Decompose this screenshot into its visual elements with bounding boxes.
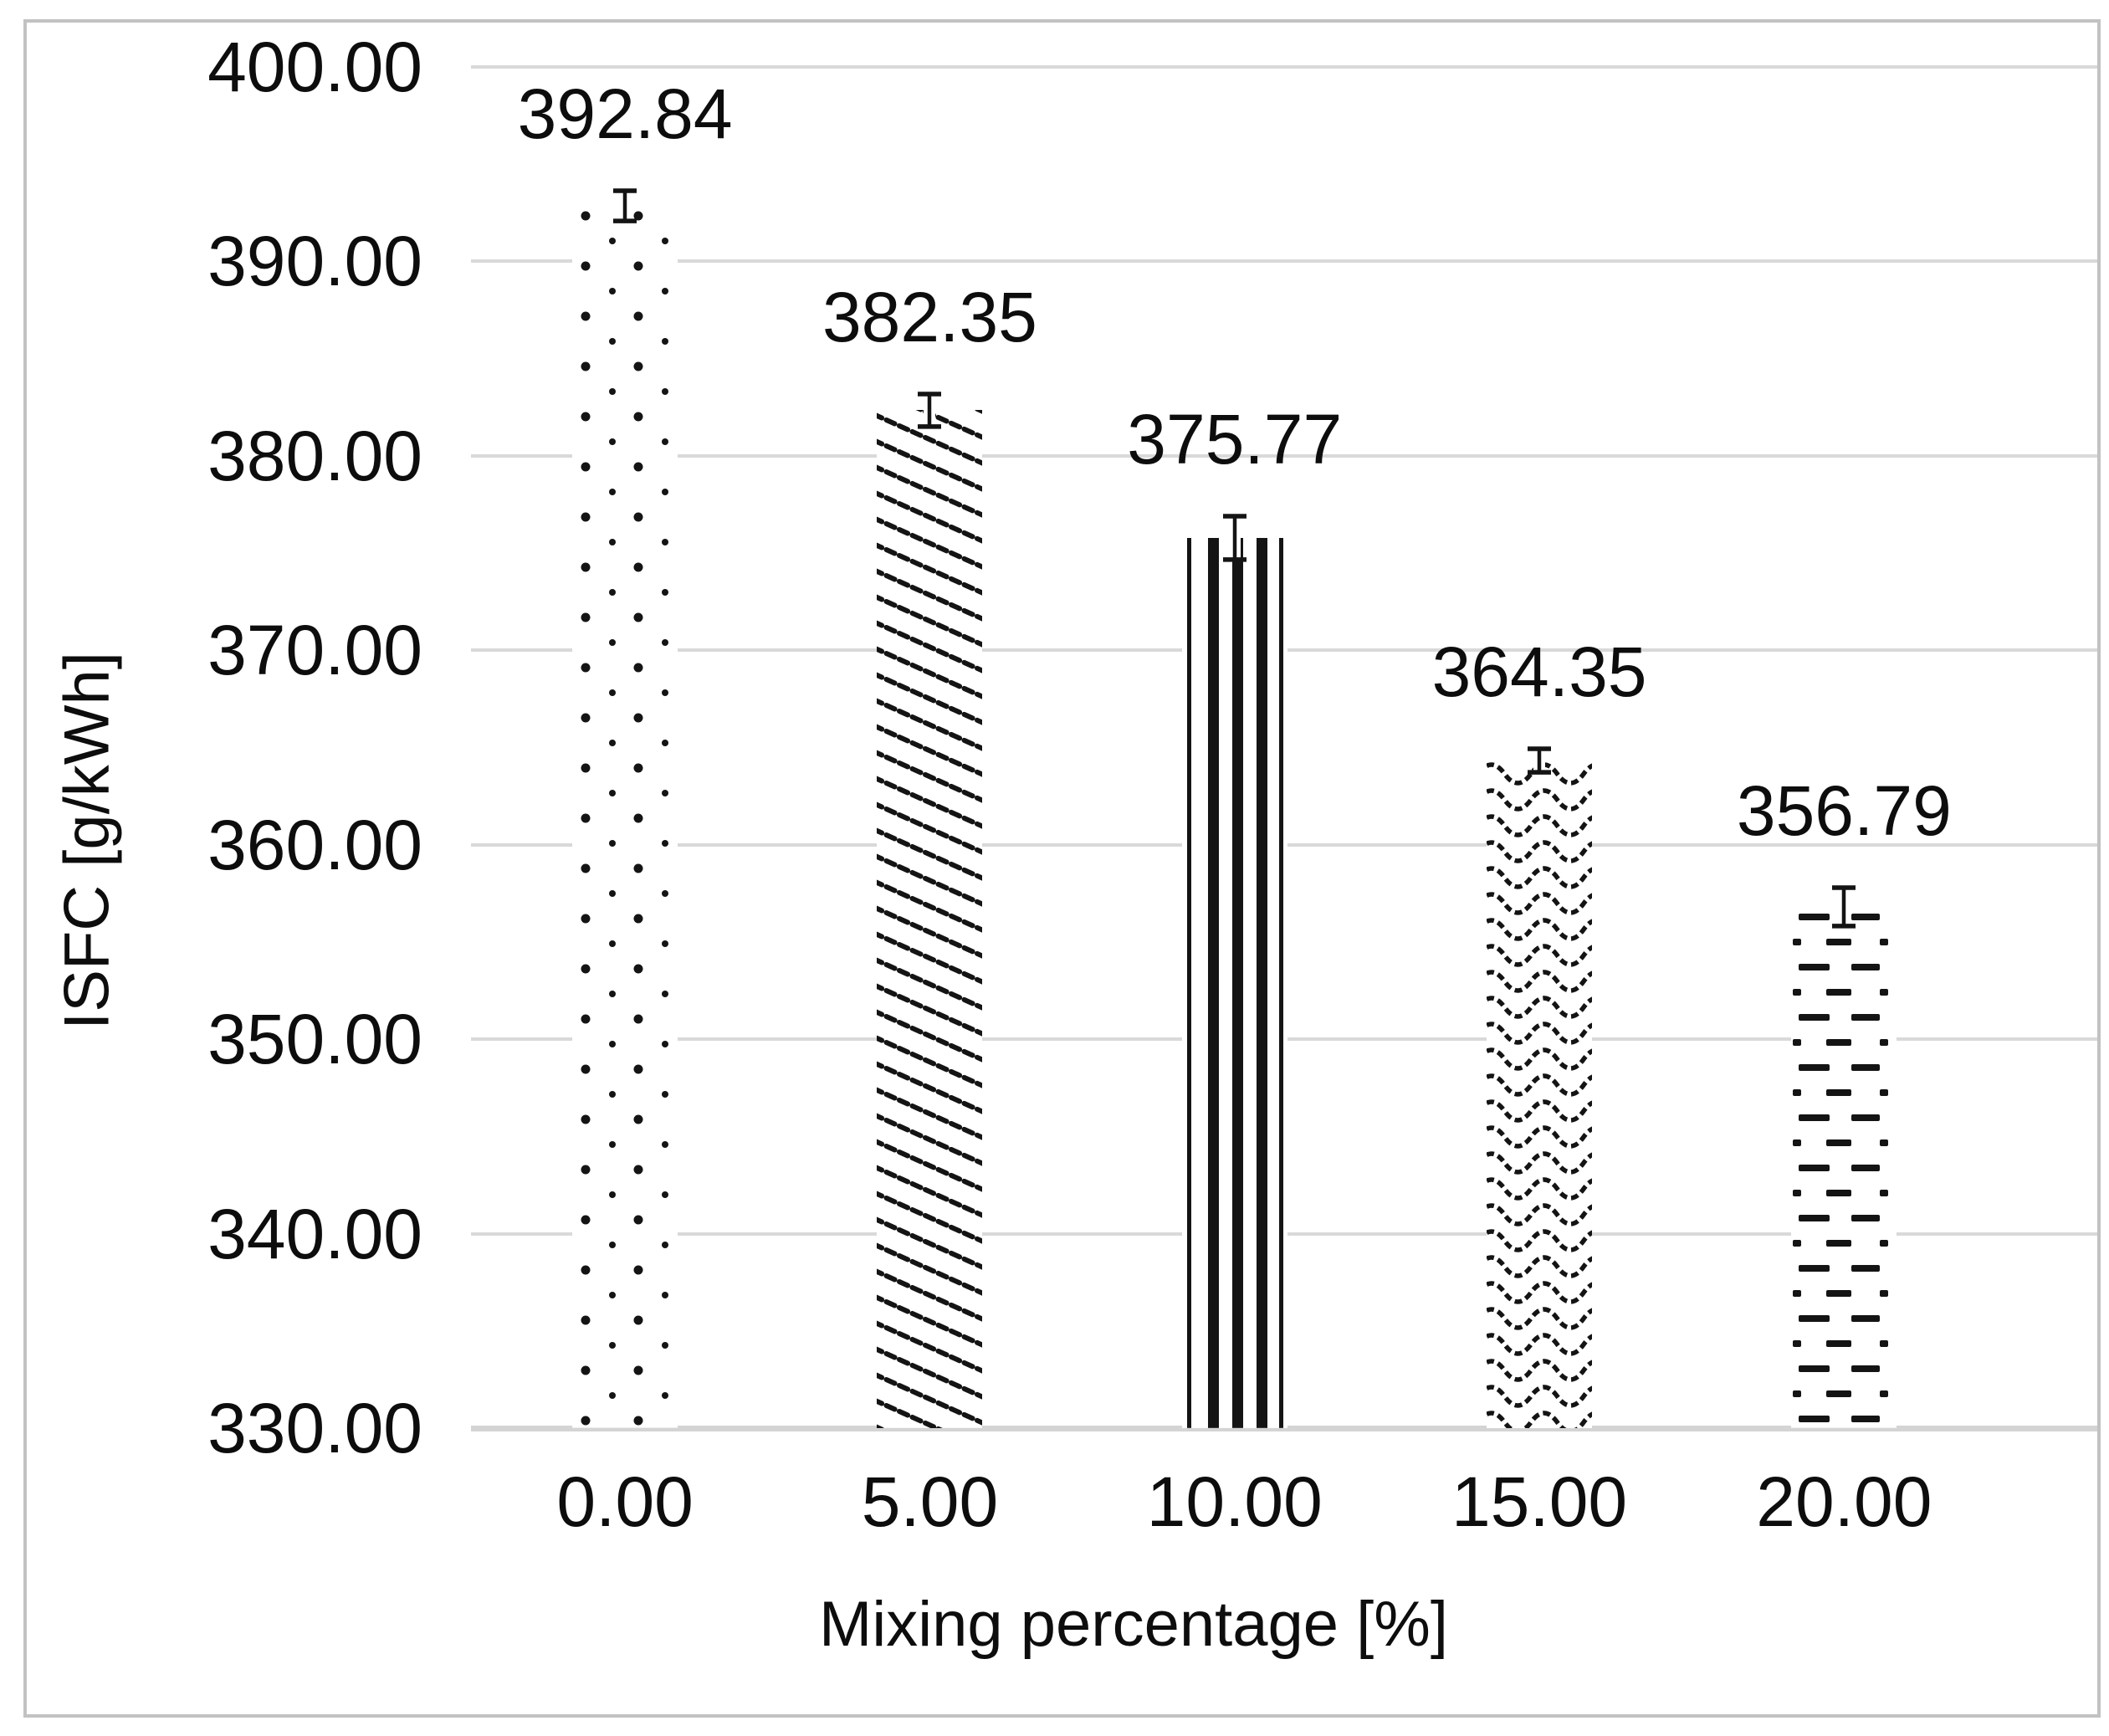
error-bar-glyph xyxy=(1222,514,1246,562)
bar-pattern-waves xyxy=(1476,760,1639,1434)
error-bar xyxy=(605,187,645,224)
error-bar-glyph xyxy=(1528,745,1552,775)
x-tick-label: 10.00 xyxy=(1146,1462,1323,1541)
gridline xyxy=(471,453,2097,458)
x-tick-label: 5.00 xyxy=(861,1462,999,1541)
bar xyxy=(871,334,989,1479)
error-bar xyxy=(1215,513,1255,563)
x-tick-label: 20.00 xyxy=(1756,1462,1932,1541)
gridline xyxy=(471,259,2097,264)
y-tick-label: 350.00 xyxy=(207,1000,422,1079)
bar-value-label: 356.79 xyxy=(1736,771,1952,851)
error-bar xyxy=(909,391,950,430)
bar-value-label: 375.77 xyxy=(1127,400,1343,479)
gridline xyxy=(471,65,2097,69)
bar-pattern-vertical-lines xyxy=(1181,538,1287,1428)
x-tick-label: 0.00 xyxy=(556,1462,694,1541)
y-tick-label: 390.00 xyxy=(207,222,422,301)
error-bar xyxy=(1519,745,1559,776)
bar-value-label: 364.35 xyxy=(1431,632,1647,711)
bar xyxy=(572,206,678,1428)
bar-pattern-dots xyxy=(572,206,678,1428)
bar xyxy=(1181,538,1287,1428)
bar-value-label: 382.35 xyxy=(822,277,1037,356)
error-bar xyxy=(1824,884,1864,929)
y-tick-label: 380.00 xyxy=(207,416,422,495)
chart-border-frame xyxy=(23,19,2101,1718)
x-axis-title: Mixing percentage [%] xyxy=(819,1589,1448,1660)
bar-pattern-diagonal-hatch xyxy=(871,334,989,1479)
y-tick-label: 370.00 xyxy=(207,611,422,690)
x-tick-label: 15.00 xyxy=(1451,1462,1628,1541)
error-bar-glyph xyxy=(1832,885,1856,929)
y-tick-label: 400.00 xyxy=(207,28,422,106)
y-tick-label: 360.00 xyxy=(207,805,422,884)
y-tick-label: 340.00 xyxy=(207,1194,422,1273)
y-tick-label: 330.00 xyxy=(207,1389,422,1467)
bar xyxy=(1476,760,1639,1434)
error-bar-glyph xyxy=(918,392,942,429)
bar xyxy=(1791,907,1897,1428)
x-axis-line xyxy=(471,1426,2097,1431)
bar-value-label: 392.84 xyxy=(517,74,733,154)
error-bar-glyph xyxy=(613,188,637,224)
bar-pattern-horizontal-dashes xyxy=(1791,907,1897,1428)
y-axis-title: ISFC [g/kWh] xyxy=(51,652,123,1030)
